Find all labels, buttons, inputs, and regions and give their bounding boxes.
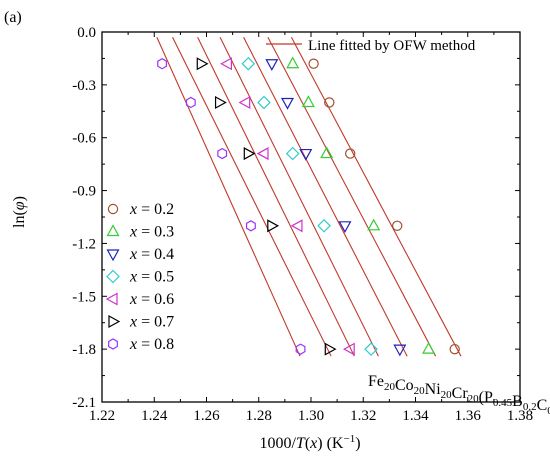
legend-label: x = 0.3 — [129, 224, 174, 241]
legend-label: x = 0.6 — [129, 291, 174, 308]
y-tick-label: 0.0 — [77, 25, 96, 41]
x-tick-label: 1.30 — [298, 408, 324, 424]
data-point — [217, 147, 228, 160]
data-point — [257, 95, 271, 110]
data-point — [286, 56, 300, 69]
data-point — [324, 97, 335, 108]
fit-line — [172, 37, 332, 357]
x-tick-label: 1.32 — [350, 408, 376, 424]
y-tick-label: -1.2 — [72, 236, 96, 252]
data-point — [243, 147, 256, 161]
x-tick-label: 1.34 — [402, 408, 429, 424]
data-point — [392, 220, 403, 232]
y-tick-label: -0.3 — [72, 78, 96, 94]
data-point — [364, 342, 378, 356]
fit-line — [290, 37, 462, 357]
y-axis-ticks: 0.0 -0.3 -0.6 -0.9 -1.2 -1.5 -1.8 -2.1 — [72, 25, 520, 411]
legend-marker — [106, 269, 120, 284]
legend-marker — [105, 292, 118, 306]
x-axis-title: 1000/T(x) (K−1) — [259, 433, 360, 452]
fit-line — [267, 37, 437, 357]
data-point — [342, 342, 355, 356]
fit-legend-label: Line fitted by OFW method — [308, 38, 476, 54]
data-point — [238, 95, 251, 109]
legend-label: x = 0.8 — [129, 336, 174, 353]
legend-marker — [106, 224, 120, 237]
fit-line — [219, 37, 379, 357]
data-point — [256, 147, 269, 161]
data-point — [220, 57, 232, 71]
data-point — [214, 95, 227, 109]
fit-line — [156, 37, 301, 357]
data-point — [367, 218, 381, 231]
data-point — [280, 97, 295, 110]
data-point — [295, 343, 306, 355]
legend-marker — [106, 249, 120, 262]
x-tick-label: 1.22 — [89, 408, 115, 424]
composition-label: Fe20Co20Ni20Cr20(P0.45B0.2C0.35)20 — [368, 373, 550, 421]
data-point — [285, 146, 300, 161]
legend-label: x = 0.7 — [129, 314, 174, 331]
legend-marker — [107, 203, 119, 215]
legend-marker — [108, 338, 118, 350]
fit-lines — [156, 37, 462, 357]
legend-label: x = 0.4 — [129, 246, 174, 263]
y-axis-title: ln(φ) — [11, 196, 28, 228]
data-point — [299, 148, 313, 161]
y-tick-label: -1.8 — [72, 342, 96, 358]
panel-label: (a) — [4, 9, 22, 26]
data-point — [196, 57, 209, 71]
legend-label: x = 0.5 — [129, 269, 174, 286]
data-point — [267, 219, 280, 233]
y-tick-label: -2.1 — [72, 395, 96, 411]
data-point — [245, 220, 256, 232]
series-legend: x = 0.2 x = 0.3 x = 0.4 x = 0.5 x = 0.6 x = 0… — [105, 201, 174, 353]
data-point — [422, 341, 436, 354]
data-point — [317, 218, 331, 233]
data-point — [393, 344, 407, 357]
data-point — [308, 58, 319, 69]
data-point — [290, 219, 303, 233]
data-point — [320, 146, 334, 159]
x-tick-label: 1.28 — [246, 408, 272, 424]
data-point — [265, 59, 279, 71]
y-tick-label: -0.6 — [72, 131, 96, 147]
data-point — [338, 221, 352, 234]
y-tick-label: -0.9 — [72, 184, 96, 200]
x-axis-ticks: 1.22 1.24 1.26 1.28 1.30 1.32 1.34 1.36 1.38 — [89, 32, 533, 424]
fit-line — [197, 37, 355, 357]
data-point — [241, 56, 256, 71]
y-tick-label: -1.5 — [72, 289, 96, 305]
x-tick-label: 1.38 — [507, 408, 533, 424]
fit-line — [243, 37, 408, 357]
x-tick-label: 1.36 — [455, 408, 482, 424]
data-points — [157, 56, 460, 357]
data-point — [301, 95, 315, 108]
data-point — [344, 148, 356, 159]
legend-marker — [108, 314, 121, 329]
x-tick-label: 1.24 — [141, 408, 168, 424]
data-point — [157, 58, 168, 70]
legend-label: x = 0.2 — [129, 201, 174, 218]
data-point — [324, 342, 337, 356]
data-point — [185, 96, 196, 109]
data-point — [449, 343, 460, 355]
x-tick-label: 1.26 — [193, 408, 220, 424]
